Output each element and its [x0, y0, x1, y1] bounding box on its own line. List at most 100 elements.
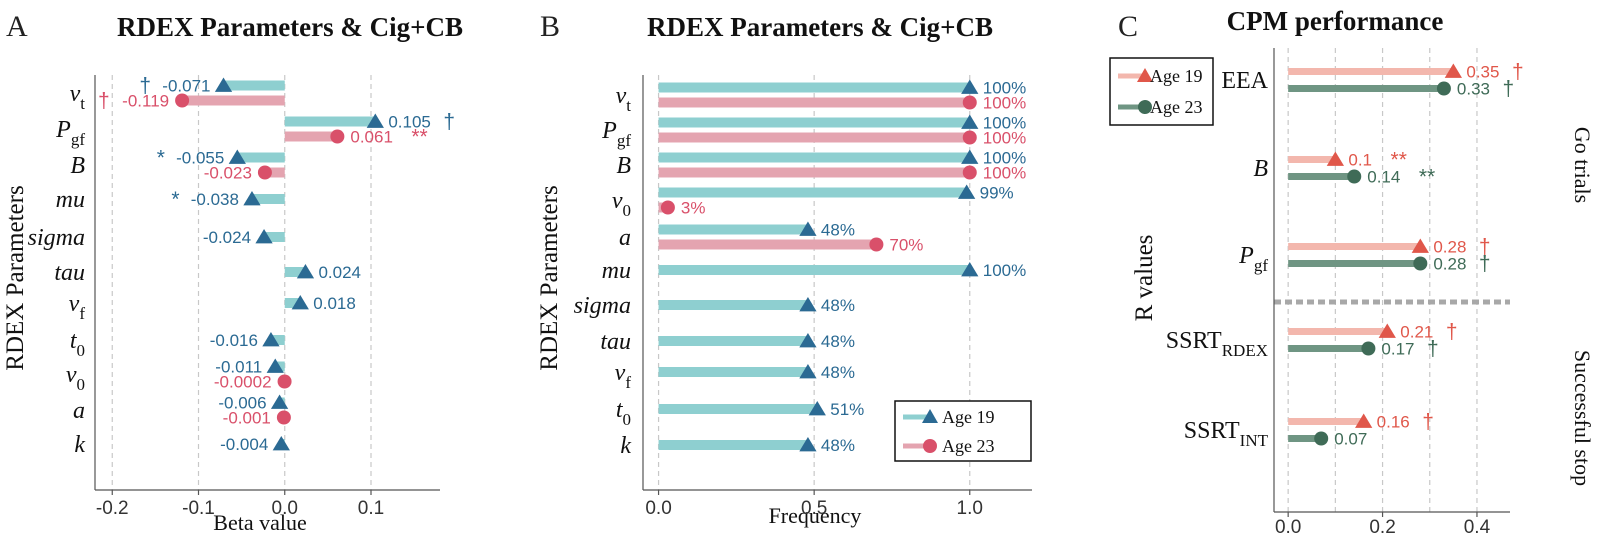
category-label-0-6-main: v	[69, 291, 80, 317]
category-label-2-4-subscript: INT	[1240, 431, 1269, 450]
marker-triangle-2-0-2	[1411, 238, 1429, 253]
panel-b-letter: B	[540, 10, 560, 43]
panel-b-marks: 100%100%100%100%100%100%99%3%48%70%100%4…	[658, 79, 1026, 455]
sig-mark-0-0-3: *	[171, 188, 179, 211]
data-label-0-1-2: -0.023	[204, 164, 252, 183]
marker-triangle-2-0-3	[1378, 323, 1396, 338]
category-label-2-0: EEA	[1221, 68, 1268, 94]
marker-circle-0-1-2	[257, 165, 272, 180]
data-label-1-1-4: 70%	[889, 236, 923, 255]
category-label-0-0-main: v	[70, 81, 81, 107]
category-label-1-0-subscript: t	[626, 96, 631, 115]
legend-age23-label: Age 23	[942, 436, 995, 456]
sig-mark-2-0-0: †	[1512, 61, 1524, 84]
panel-b-x-axis-label: Frequency	[769, 503, 862, 528]
category-label-0-10: k	[74, 432, 85, 458]
category-label-2-4: SSRTINT	[1184, 418, 1269, 450]
x-tick-label-0-0: -0.2	[96, 498, 129, 519]
marker-circle-0-1-1	[330, 129, 345, 144]
category-label-1-2: B	[616, 153, 631, 179]
category-label-2-3-main: SSRT	[1166, 328, 1222, 354]
category-label-0-9-main: a	[73, 398, 85, 424]
panel-a: A RDEX Parameters & Cig+CB RDEX Paramete…	[2, 10, 463, 535]
category-label-1-2-main: B	[616, 153, 631, 179]
data-label-1-0-3: 99%	[980, 184, 1014, 203]
data-label-0-0-0: -0.071	[162, 77, 210, 96]
category-label-0-7: t0	[70, 328, 85, 360]
panel-b-legend: Age 19 Age 23	[894, 400, 1032, 462]
legend-c-age19-label: Age 19	[1150, 66, 1203, 86]
marker-triangle-1-0-8	[799, 364, 817, 379]
marker-triangle-0-0-0	[214, 77, 233, 92]
category-label-1-7-main: tau	[600, 329, 631, 355]
marker-circle-2-1-0	[1436, 81, 1451, 96]
data-label-0-0-2: -0.055	[176, 149, 224, 168]
x-tick-label-0-1: -0.1	[182, 498, 215, 519]
category-label-1-3: v0	[612, 188, 631, 220]
marker-circle-2-1-2	[1413, 256, 1428, 271]
data-label-0-0-3: -0.038	[191, 190, 239, 209]
category-label-1-6-main: sigma	[574, 293, 631, 319]
panel-a-x-ticks: -0.2 -0.1 0.0 0.1	[96, 490, 384, 519]
marker-triangle-1-0-0	[961, 79, 979, 94]
panel-a-x-axis-label: Beta value	[213, 510, 306, 535]
marker-circle-0-1-9	[276, 410, 291, 425]
category-label-1-10: k	[620, 433, 631, 459]
marker-triangle-2-0-4	[1355, 413, 1373, 428]
category-label-1-0-main: v	[616, 83, 627, 109]
data-label-1-0-6: 48%	[821, 296, 855, 315]
panel-c-x-ticks: 0.0 0.2 0.4	[1275, 512, 1491, 538]
sig-mark-2-1-1: **	[1419, 166, 1435, 189]
category-label-1-8: vf	[615, 360, 632, 392]
data-label-1-0-0: 100%	[983, 79, 1026, 98]
category-label-0-6: vf	[69, 291, 86, 323]
marker-circle-1-1-1	[962, 130, 977, 145]
marker-triangle-0-0-2	[228, 149, 246, 164]
panel-c-y-axis-label: R values	[1131, 235, 1158, 322]
category-label-1-4: a	[619, 225, 631, 251]
category-label-2-1: B	[1253, 156, 1268, 182]
category-label-2-3: SSRTRDEX	[1166, 328, 1268, 360]
marker-circle-0-1-8	[277, 374, 292, 389]
marker-circle-1-1-0	[962, 95, 977, 110]
category-label-1-5: mu	[602, 258, 631, 284]
category-label-1-1-main: P	[601, 118, 617, 144]
marker-triangle-1-0-1	[961, 114, 979, 129]
marker-triangle-1-0-2	[961, 149, 979, 164]
data-label-1-0-4: 48%	[821, 221, 855, 240]
marker-triangle-0-0-8	[266, 358, 284, 373]
category-label-1-1-subscript: gf	[617, 131, 632, 150]
data-label-0-0-8: -0.011	[215, 358, 262, 377]
panel-c-title: CPM performance	[1227, 6, 1444, 36]
category-label-0-4: sigma	[28, 225, 85, 251]
category-label-0-10-main: k	[74, 432, 85, 458]
category-label-2-0-main: EEA	[1221, 68, 1268, 94]
data-label-1-0-10: 48%	[821, 436, 855, 455]
marker-triangle-1-0-5	[961, 262, 979, 277]
sig-mark-0-0-1: †	[443, 111, 455, 134]
category-label-0-3: mu	[56, 187, 85, 213]
data-label-2-1-4: 0.07	[1334, 430, 1367, 449]
category-label-1-8-main: v	[615, 360, 626, 386]
category-label-0-5: tau	[54, 260, 85, 286]
data-label-1-0-5: 100%	[983, 261, 1026, 280]
data-label-0-1-8: -0.0002	[214, 373, 272, 392]
category-label-1-5-main: mu	[602, 258, 631, 284]
data-label-0-0-7: -0.016	[210, 331, 258, 350]
category-label-0-7-main: t	[70, 328, 78, 354]
data-label-0-0-1: 0.105	[388, 113, 431, 132]
category-label-0-2: B	[70, 153, 85, 179]
panel-b-y-axis-label: RDEX Parameters	[536, 185, 563, 370]
marker-triangle-0-0-9	[270, 394, 289, 409]
category-label-1-3-main: v	[612, 188, 623, 214]
panel-a-marks: -0.071†-0.119†0.105 †0.061 **-0.055*-0.023…	[98, 75, 455, 455]
sig-mark-2-1-3: †	[1427, 338, 1439, 361]
category-label-0-7-subscript: 0	[77, 341, 86, 360]
category-label-2-4-main: SSRT	[1184, 418, 1240, 444]
data-label-0-1-9: -0.001	[223, 409, 271, 428]
sig-mark-2-1-2: †	[1479, 253, 1491, 276]
data-label-2-0-0: 0.35	[1466, 63, 1499, 82]
marker-triangle-0-0-4	[255, 229, 273, 244]
